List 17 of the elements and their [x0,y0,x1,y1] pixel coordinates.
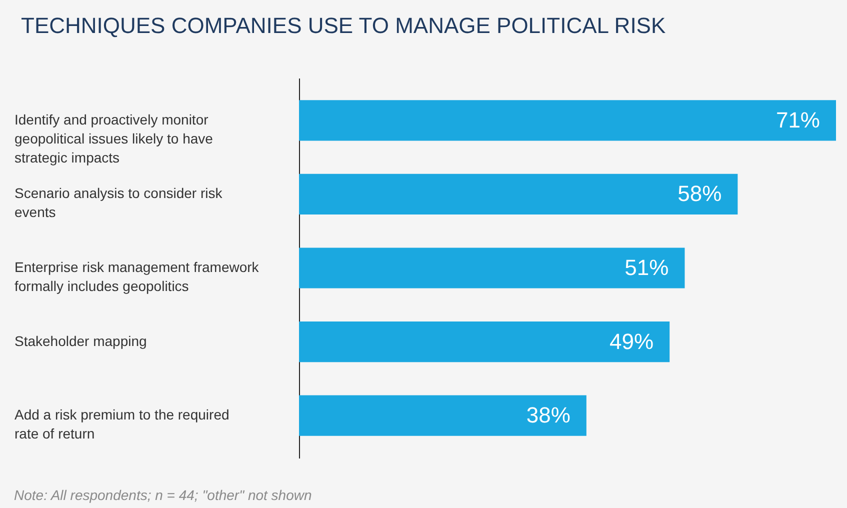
bar [299,248,685,288]
data-label: 49% [610,328,654,354]
bar [299,174,738,215]
data-label: 38% [526,402,570,428]
data-label: 58% [678,181,722,206]
y-tick-label: Add a risk premium to the required rate of return [14,406,230,442]
data-label: 71% [776,107,820,132]
y-tick-label: Stakeholder mapping [14,332,147,349]
y-tick-label: Enterprise risk management framework formally includes geopolitics [14,259,260,294]
bar [299,321,670,362]
bar [299,100,836,141]
y-tick-label: Identify and proactively monitor geopolitical issues likely to have strategic impacts [14,111,214,166]
data-label: 51% [624,255,669,280]
chart-title: TECHNIQUES COMPANIES USE TO MANAGE POLITICAL RISK [21,13,666,38]
text: Note: All respondents; n = 44; "other" not shown [14,487,312,503]
y-tick-label: Scenario analysis to consider risk events [14,185,224,220]
bar [299,395,586,436]
